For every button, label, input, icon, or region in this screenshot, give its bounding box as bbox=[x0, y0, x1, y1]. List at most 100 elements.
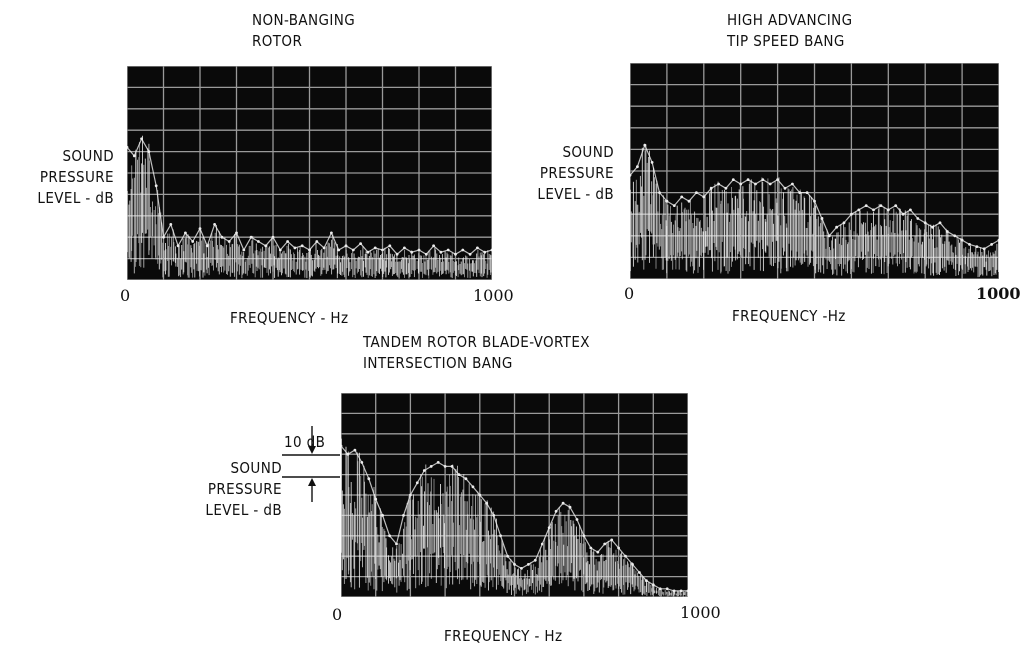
spectrum-point bbox=[490, 248, 492, 252]
chart2-xtick-1000: 1000 bbox=[976, 284, 1020, 303]
chart1-plot bbox=[127, 66, 492, 280]
spectrum-point bbox=[665, 587, 669, 591]
spectrum-point bbox=[527, 563, 530, 566]
spectrum-point bbox=[909, 208, 912, 212]
spectrum-point bbox=[162, 235, 165, 239]
spectrum-point bbox=[864, 204, 868, 208]
spectrum-point bbox=[205, 244, 209, 248]
spectrum-point bbox=[945, 230, 949, 233]
spectrum-point bbox=[886, 208, 890, 212]
spectrum-point bbox=[754, 182, 757, 186]
spectrum-point bbox=[471, 485, 475, 489]
spectrum-point bbox=[351, 248, 355, 252]
spectrum-point bbox=[813, 199, 816, 203]
spectrum-point bbox=[960, 238, 964, 242]
spectrum-point bbox=[374, 497, 378, 501]
spectrum-point bbox=[439, 250, 443, 254]
spectrum-point bbox=[679, 589, 683, 593]
chart3-title: TANDEM ROTOR BLADE-VORTEX INTERSECTION B… bbox=[363, 333, 590, 372]
spectrum-point bbox=[610, 538, 614, 542]
spectrum-point bbox=[242, 248, 246, 252]
spectrum-point bbox=[680, 195, 684, 199]
spectrum-point bbox=[461, 248, 465, 252]
spectrum-point bbox=[975, 245, 979, 249]
spectrum-point bbox=[485, 501, 489, 505]
spectrum-point bbox=[483, 250, 487, 254]
spectrum-point bbox=[468, 252, 472, 256]
spectrum-point bbox=[658, 191, 661, 195]
spectrum-point bbox=[454, 252, 457, 256]
spectrum-point bbox=[953, 234, 957, 238]
spectrum-point bbox=[827, 234, 831, 238]
chart3-xtick-1000: 1000 bbox=[680, 603, 721, 622]
spectrum-point bbox=[346, 452, 350, 456]
spectrum-series bbox=[341, 438, 688, 597]
spectrum-point bbox=[176, 244, 180, 248]
spectrum-point bbox=[417, 248, 421, 252]
spectrum-point bbox=[533, 558, 537, 562]
spectrum-point bbox=[388, 534, 391, 538]
chart2-xlabel: FREQUENCY -Hz bbox=[732, 307, 846, 325]
spectrum-point bbox=[337, 248, 341, 252]
spectrum-point bbox=[154, 184, 158, 188]
chart1-title: NON-BANGING ROTOR bbox=[252, 11, 356, 50]
spectrum-point bbox=[638, 571, 641, 574]
spectrum-point bbox=[443, 465, 447, 468]
spectrum-point bbox=[709, 186, 713, 190]
spectrum-point bbox=[850, 212, 853, 216]
spectrum-point bbox=[695, 191, 698, 195]
spectrum-point bbox=[968, 243, 971, 246]
grid bbox=[127, 66, 492, 280]
spectrum-point bbox=[395, 252, 399, 256]
spectrum-point bbox=[359, 242, 362, 246]
spectrum-point bbox=[931, 225, 934, 229]
spectrum-point bbox=[686, 589, 688, 593]
spectrum-point bbox=[650, 161, 654, 164]
spectrum-point bbox=[702, 195, 706, 199]
spectrum-point bbox=[278, 248, 282, 252]
spectrum-point bbox=[513, 563, 516, 566]
spectrum-point bbox=[464, 477, 468, 481]
spectrum-point bbox=[227, 240, 231, 243]
spectrum-point bbox=[582, 534, 586, 538]
spectrum-point bbox=[746, 178, 750, 181]
spectrum-point bbox=[901, 212, 905, 216]
spectrum-point bbox=[429, 465, 433, 468]
spectrum-point bbox=[409, 493, 412, 497]
spectrum-point bbox=[603, 542, 607, 546]
spectrum-point bbox=[717, 182, 720, 186]
spectrum-point bbox=[879, 204, 883, 208]
spectrum-point bbox=[724, 186, 728, 190]
spectrum-point bbox=[554, 509, 558, 513]
spectrum-point bbox=[520, 567, 523, 570]
spectrum-point bbox=[249, 235, 253, 239]
spectrum-point bbox=[127, 145, 129, 149]
chart3-ylabel: SOUND PRESSURE LEVEL - dB bbox=[205, 459, 282, 519]
spectrum-point bbox=[761, 178, 765, 181]
spectrum-point bbox=[687, 199, 691, 203]
spectrum-point bbox=[665, 199, 669, 203]
spectrum-point bbox=[982, 247, 986, 251]
spectrum-point bbox=[643, 143, 647, 147]
spectrum-point bbox=[436, 461, 440, 464]
spectrum-point bbox=[446, 248, 450, 252]
spectrum-point bbox=[731, 178, 735, 181]
spectrum-point bbox=[478, 493, 482, 497]
spectrum-point bbox=[540, 542, 544, 546]
chart3-scale-bar-label: 10 dB bbox=[284, 433, 326, 451]
spectrum-point bbox=[402, 514, 405, 517]
spectrum-point bbox=[561, 501, 565, 505]
spectrum-point bbox=[636, 165, 639, 169]
spectrum-point bbox=[315, 240, 319, 243]
spectrum-point bbox=[191, 240, 195, 243]
spectrum-point bbox=[140, 137, 143, 141]
spectrum-point bbox=[381, 514, 384, 517]
spectrum-point bbox=[220, 235, 224, 239]
spectrum-series bbox=[630, 143, 999, 278]
spectrum-point bbox=[286, 240, 289, 243]
spectrum-point bbox=[330, 231, 333, 235]
spectrum-point bbox=[658, 587, 662, 591]
chart2-xtick-0: 0 bbox=[624, 284, 635, 303]
chart3-scale-bar bbox=[282, 426, 340, 502]
